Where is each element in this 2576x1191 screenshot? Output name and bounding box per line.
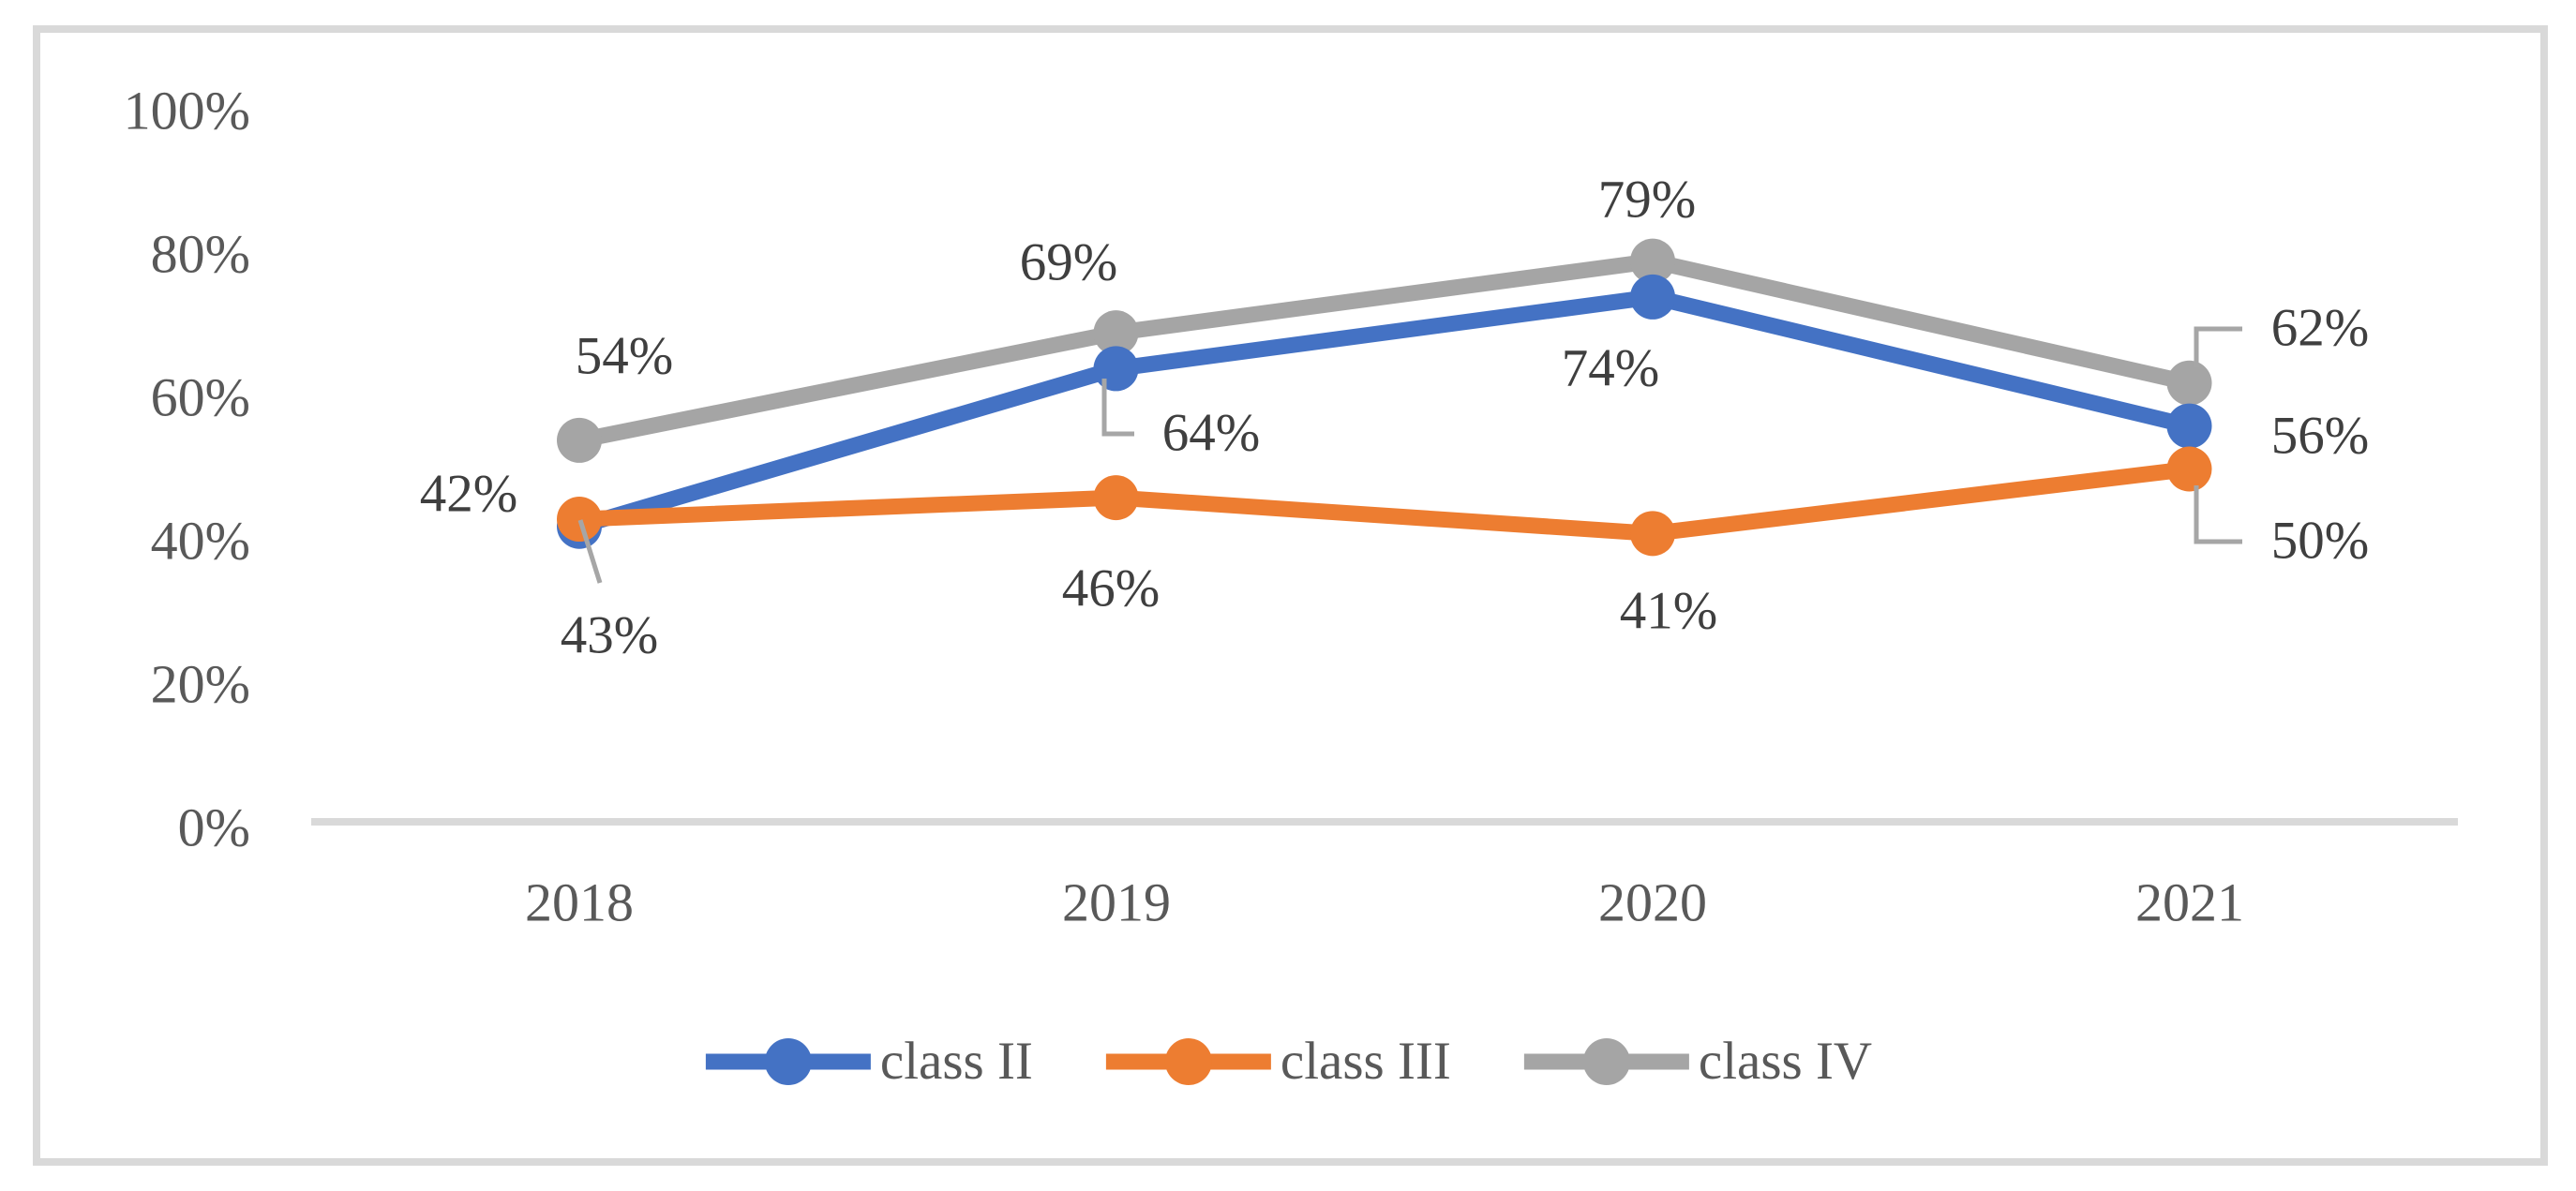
data-point-marker <box>2166 360 2212 406</box>
y-axis-tick-label: 100% <box>123 80 250 141</box>
data-point-marker <box>1093 475 1139 521</box>
data-label-leader-line <box>2194 326 2242 367</box>
series-line-class-iv <box>571 253 2197 449</box>
data-label-leader-line <box>1101 379 1134 437</box>
data-label-class-iv-2021: 62% <box>2270 298 2370 358</box>
data-label-class-ii-2020: 74% <box>1561 338 1660 398</box>
data-label-class-iv-2020: 79% <box>1597 170 1697 230</box>
data-label-class-iv-2019: 69% <box>1019 232 1118 292</box>
legend-item-class-iv: class IV <box>1522 1031 1872 1092</box>
data-point-marker <box>1630 238 1675 284</box>
data-point-marker <box>1093 346 1139 392</box>
data-label-class-iii-2019: 46% <box>1061 558 1161 618</box>
legend-marker-icon <box>705 1037 871 1085</box>
data-label-leader-line <box>2194 485 2242 544</box>
y-axis-tick-label: 0% <box>177 796 250 858</box>
data-point-marker <box>557 497 602 543</box>
legend-item-class-iii: class III <box>1104 1031 1451 1092</box>
data-label-class-ii-2018: 42% <box>419 464 518 524</box>
x-axis-line <box>311 818 2458 826</box>
data-point-marker <box>2166 403 2212 449</box>
data-point-marker <box>2166 446 2212 492</box>
data-label-class-ii-2021: 56% <box>2270 406 2370 466</box>
y-axis-tick-label: 40% <box>150 510 250 572</box>
legend-item-class-ii: class II <box>704 1031 1033 1092</box>
y-axis: 100% 80% 60% 40% 20% 0% <box>0 0 250 1191</box>
chart-frame <box>33 25 2548 1166</box>
legend-marker-icon <box>1105 1037 1271 1085</box>
y-axis-tick-label: 60% <box>150 366 250 428</box>
legend-label: class IV <box>1698 1032 1873 1091</box>
data-label-class-iii-2020: 41% <box>1619 581 1718 641</box>
data-label-class-iv-2018: 54% <box>575 326 674 386</box>
legend-marker-icon <box>1523 1037 1689 1085</box>
data-label-class-iii-2021: 50% <box>2270 511 2370 571</box>
series-line-class-ii <box>571 289 2197 535</box>
y-axis-tick-label: 80% <box>150 223 250 285</box>
chart-legend: class II class III class IV <box>704 1031 1872 1092</box>
legend-label: class III <box>1280 1032 1451 1091</box>
y-axis-tick-label: 20% <box>150 653 250 715</box>
series-line-class-iii <box>571 461 2197 542</box>
data-label-leader-line <box>577 519 603 584</box>
data-point-marker <box>1093 310 1139 356</box>
data-label-class-iii-2018: 43% <box>560 605 659 665</box>
data-point-marker <box>557 417 602 463</box>
data-point-marker <box>1630 274 1675 320</box>
legend-label: class II <box>879 1032 1033 1091</box>
data-point-marker <box>1630 511 1675 557</box>
data-label-class-ii-2019: 64% <box>1161 403 1261 463</box>
